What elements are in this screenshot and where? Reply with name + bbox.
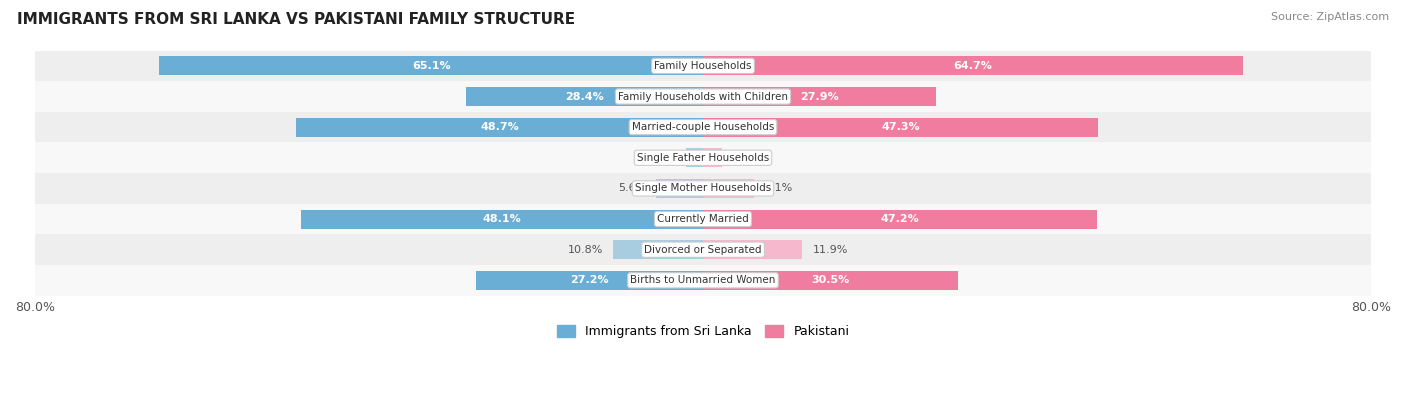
Text: 65.1%: 65.1%	[412, 61, 450, 71]
Bar	[475, 271, 703, 290]
Bar	[465, 87, 703, 106]
Bar	[703, 56, 1243, 75]
Text: 48.7%: 48.7%	[481, 122, 519, 132]
Bar	[35, 234, 1371, 265]
Text: 2.3%: 2.3%	[733, 153, 761, 163]
Text: Source: ZipAtlas.com: Source: ZipAtlas.com	[1271, 12, 1389, 22]
Text: 2.0%: 2.0%	[648, 153, 676, 163]
Bar	[686, 148, 703, 167]
Text: Births to Unmarried Women: Births to Unmarried Women	[630, 275, 776, 285]
Text: 64.7%: 64.7%	[953, 61, 993, 71]
Text: 47.2%: 47.2%	[880, 214, 920, 224]
Text: 5.6%: 5.6%	[619, 183, 647, 194]
Text: Single Father Households: Single Father Households	[637, 153, 769, 163]
Text: Divorced or Separated: Divorced or Separated	[644, 245, 762, 255]
Bar	[703, 271, 957, 290]
Bar	[703, 179, 754, 198]
Legend: Immigrants from Sri Lanka, Pakistani: Immigrants from Sri Lanka, Pakistani	[551, 320, 855, 343]
Text: 30.5%: 30.5%	[811, 275, 849, 285]
Bar	[35, 143, 1371, 173]
Bar	[35, 265, 1371, 295]
Bar	[703, 210, 1097, 229]
Text: 28.4%: 28.4%	[565, 92, 603, 102]
Bar	[703, 240, 803, 259]
Bar	[703, 148, 723, 167]
Text: Single Mother Households: Single Mother Households	[636, 183, 770, 194]
Text: Family Households: Family Households	[654, 61, 752, 71]
Text: 27.2%: 27.2%	[569, 275, 609, 285]
Bar	[703, 87, 936, 106]
Text: 27.9%: 27.9%	[800, 92, 839, 102]
Bar	[301, 210, 703, 229]
Bar	[35, 112, 1371, 143]
Text: IMMIGRANTS FROM SRI LANKA VS PAKISTANI FAMILY STRUCTURE: IMMIGRANTS FROM SRI LANKA VS PAKISTANI F…	[17, 12, 575, 27]
Bar	[35, 204, 1371, 234]
Text: 11.9%: 11.9%	[813, 245, 848, 255]
Bar	[613, 240, 703, 259]
Bar	[297, 118, 703, 137]
Bar	[35, 173, 1371, 204]
Text: 47.3%: 47.3%	[882, 122, 920, 132]
Bar	[703, 118, 1098, 137]
Text: 10.8%: 10.8%	[568, 245, 603, 255]
Text: 48.1%: 48.1%	[482, 214, 522, 224]
Bar	[657, 179, 703, 198]
Bar	[35, 81, 1371, 112]
Text: Currently Married: Currently Married	[657, 214, 749, 224]
Text: 6.1%: 6.1%	[763, 183, 792, 194]
Text: Family Households with Children: Family Households with Children	[619, 92, 787, 102]
Bar	[35, 51, 1371, 81]
Text: Married-couple Households: Married-couple Households	[631, 122, 775, 132]
Bar	[159, 56, 703, 75]
